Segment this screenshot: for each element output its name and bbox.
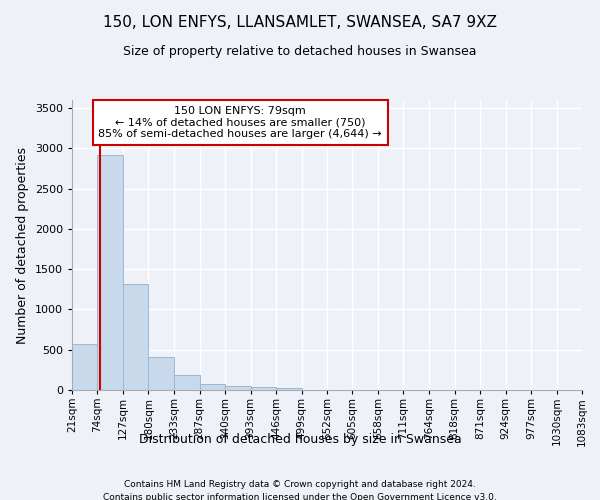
Text: Size of property relative to detached houses in Swansea: Size of property relative to detached ho…	[123, 45, 477, 58]
Bar	[276, 388, 302, 390]
Text: 150, LON ENFYS, LLANSAMLET, SWANSEA, SA7 9XZ: 150, LON ENFYS, LLANSAMLET, SWANSEA, SA7…	[103, 15, 497, 30]
Bar	[251, 387, 276, 390]
Bar	[97, 155, 123, 390]
Text: Contains public sector information licensed under the Open Government Licence v3: Contains public sector information licen…	[103, 492, 497, 500]
Y-axis label: Number of detached properties: Number of detached properties	[16, 146, 29, 344]
Bar	[174, 375, 200, 390]
Text: 150 LON ENFYS: 79sqm
← 14% of detached houses are smaller (750)
85% of semi-deta: 150 LON ENFYS: 79sqm ← 14% of detached h…	[98, 106, 382, 139]
Bar	[225, 386, 251, 390]
Text: Distribution of detached houses by size in Swansea: Distribution of detached houses by size …	[139, 432, 461, 446]
Bar	[148, 357, 174, 390]
Text: Contains HM Land Registry data © Crown copyright and database right 2024.: Contains HM Land Registry data © Crown c…	[124, 480, 476, 489]
Bar	[200, 384, 225, 390]
Bar	[123, 284, 148, 390]
Bar	[72, 344, 97, 390]
